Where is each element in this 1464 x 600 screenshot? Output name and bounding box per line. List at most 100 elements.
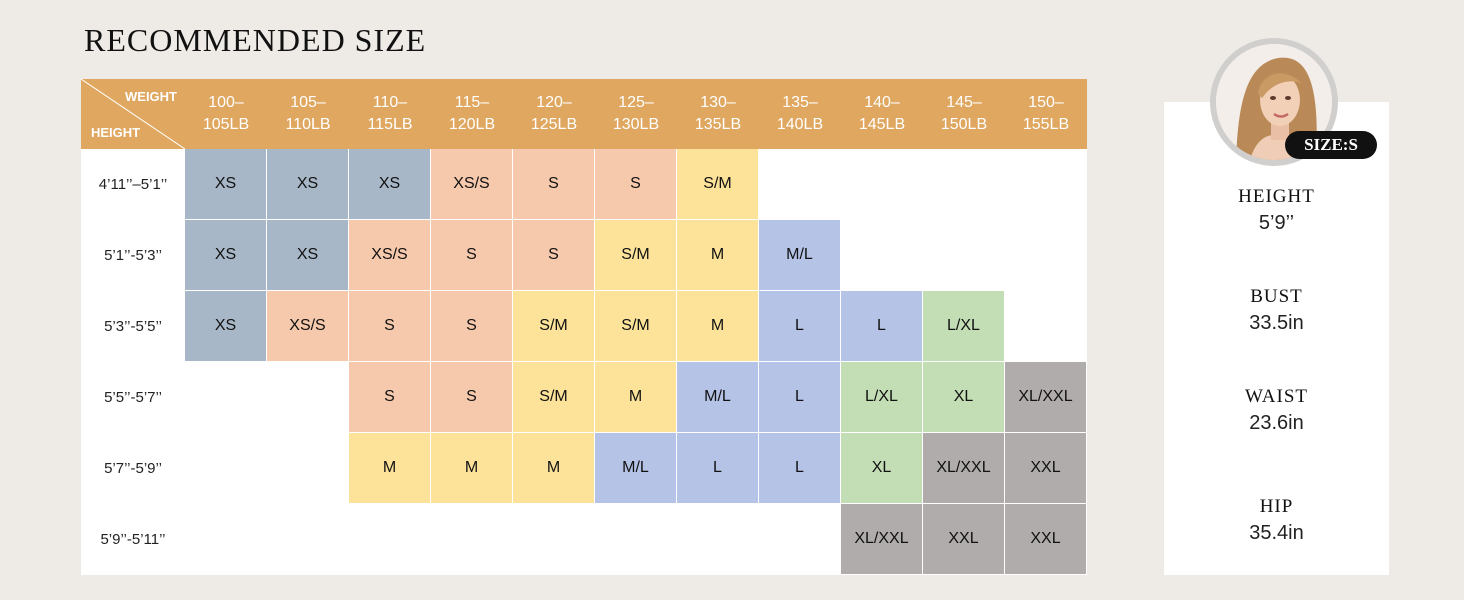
size-cell: XXL <box>923 504 1004 574</box>
weight-column-header: 105– 110LB <box>267 79 349 149</box>
size-cell: L <box>759 433 840 503</box>
size-cell: XS <box>185 220 266 290</box>
weight-range-text: 115– <box>454 94 490 111</box>
size-cell: S/M <box>595 220 676 290</box>
size-cell: S <box>513 220 594 290</box>
measurement-label: WAIST <box>1244 386 1309 407</box>
weight-range-text: 145– <box>946 94 982 111</box>
size-cell: XL <box>923 362 1004 432</box>
size-cell: L <box>759 291 840 361</box>
size-cell: M/L <box>595 433 676 503</box>
weight-axis-label: WEIGHT <box>125 89 177 104</box>
height-row-header: 5’9’’-5’11’’ <box>100 531 166 548</box>
header-corner: WEIGHT HEIGHT <box>81 79 185 149</box>
size-cell: M <box>431 433 512 503</box>
measurement-label: HIP <box>1259 496 1294 517</box>
height-row-header: 4’11’’–5’1’’ <box>98 176 168 193</box>
size-cell: XS <box>185 291 266 361</box>
chart-header <box>81 79 1087 149</box>
measurement-hip: HIP 35.4in <box>1164 496 1389 545</box>
size-cell: M <box>513 433 594 503</box>
weight-column-header: 145– 150LB <box>923 79 1005 149</box>
measurement-value: 35.4in <box>1249 522 1304 544</box>
size-cell: L <box>841 291 922 361</box>
size-cell: S/M <box>513 291 594 361</box>
page-title: RECOMMENDED SIZE <box>84 22 427 58</box>
size-cell: M <box>349 433 430 503</box>
size-cell: M/L <box>759 220 840 290</box>
size-cell: XS <box>349 149 430 219</box>
weight-range-text: 120– <box>536 94 572 111</box>
weight-range-text: 120LB <box>448 116 496 133</box>
weight-column-header: 140– 145LB <box>841 79 923 149</box>
measurement-label: HEIGHT <box>1238 186 1315 207</box>
weight-range-text: 110LB <box>285 116 331 133</box>
size-cell: M <box>677 291 758 361</box>
measurement-value: 23.6in <box>1249 412 1304 434</box>
weight-column-header: 125– 130LB <box>595 79 677 149</box>
size-cell: S <box>431 291 512 361</box>
weight-column-header: 115– 120LB <box>431 79 513 149</box>
size-cell: XS <box>267 149 348 219</box>
size-cell: S <box>349 362 430 432</box>
weight-range-text: 105LB <box>202 116 250 133</box>
weight-column-header: 120– 125LB <box>513 79 595 149</box>
size-cell: M <box>595 362 676 432</box>
size-cell: XS/S <box>349 220 430 290</box>
size-cell: M <box>677 220 758 290</box>
size-cell: XS/S <box>267 291 348 361</box>
measurement-value: 5’9’’ <box>1258 212 1295 234</box>
size-cell: M/L <box>677 362 758 432</box>
weight-range-text: 100– <box>208 94 244 111</box>
size-cell: S/M <box>595 291 676 361</box>
size-cell: XS/S <box>431 149 512 219</box>
size-chart: WEIGHT HEIGHT 100– 105LB 105– 110LB 110– 115L… <box>81 79 1087 575</box>
size-cell: S/M <box>513 362 594 432</box>
weight-range-text: 125– <box>618 94 654 111</box>
height-row-header: 5’3’’-5’5’’ <box>104 318 162 335</box>
weight-range-text: 135LB <box>694 116 742 133</box>
weight-range-text: 125LB <box>530 116 578 133</box>
weight-range-text: 130LB <box>612 116 660 133</box>
height-row-header: 5’7’’-5’9’’ <box>104 460 162 477</box>
size-cell: XXL <box>1005 504 1086 574</box>
weight-range-text: 145LB <box>858 116 906 133</box>
weight-range-text: 150LB <box>940 116 988 133</box>
size-cell: XL <box>841 433 922 503</box>
weight-range-text: 130– <box>700 94 736 111</box>
height-row-header: 5’1’’-5’3’’ <box>104 247 162 264</box>
weight-range-text: 105– <box>290 94 326 111</box>
weight-column-header: 130– 135LB <box>677 79 759 149</box>
size-cell: S <box>513 149 594 219</box>
size-cell: S <box>431 220 512 290</box>
size-cell: S <box>349 291 430 361</box>
model-size-badge: SIZE:S <box>1285 131 1377 159</box>
weight-column-header: 100– 105LB <box>185 79 267 149</box>
weight-range-text: 110– <box>372 94 408 111</box>
size-cell: L <box>759 362 840 432</box>
size-cell: XL/XXL <box>923 433 1004 503</box>
weight-column-header: 110– 115LB <box>349 79 431 149</box>
size-cell: XS <box>267 220 348 290</box>
size-cell: XL/XXL <box>841 504 922 574</box>
weight-range-text: 135– <box>782 94 818 111</box>
size-cell: L/XL <box>841 362 922 432</box>
size-cell: L <box>677 433 758 503</box>
size-cell: L/XL <box>923 291 1004 361</box>
measurement-value: 33.5in <box>1249 312 1304 334</box>
height-axis-label: HEIGHT <box>91 125 141 140</box>
size-cell: XL/XXL <box>1005 362 1086 432</box>
weight-range-text: 140– <box>864 94 900 111</box>
size-cell: XXL <box>1005 433 1086 503</box>
size-cell: S/M <box>677 149 758 219</box>
corner-diagonal <box>81 79 185 149</box>
weight-range-text: 150– <box>1028 94 1064 111</box>
model-info-card <box>1164 102 1389 575</box>
weight-column-header: 150– 155LB <box>1005 79 1087 149</box>
size-cell: XS <box>185 149 266 219</box>
size-cell: S <box>431 362 512 432</box>
size-cell: S <box>595 149 676 219</box>
weight-range-text: 115LB <box>367 116 413 133</box>
measurement-label: BUST <box>1250 286 1303 307</box>
measurement-height: HEIGHT 5’9’’ <box>1164 186 1389 235</box>
